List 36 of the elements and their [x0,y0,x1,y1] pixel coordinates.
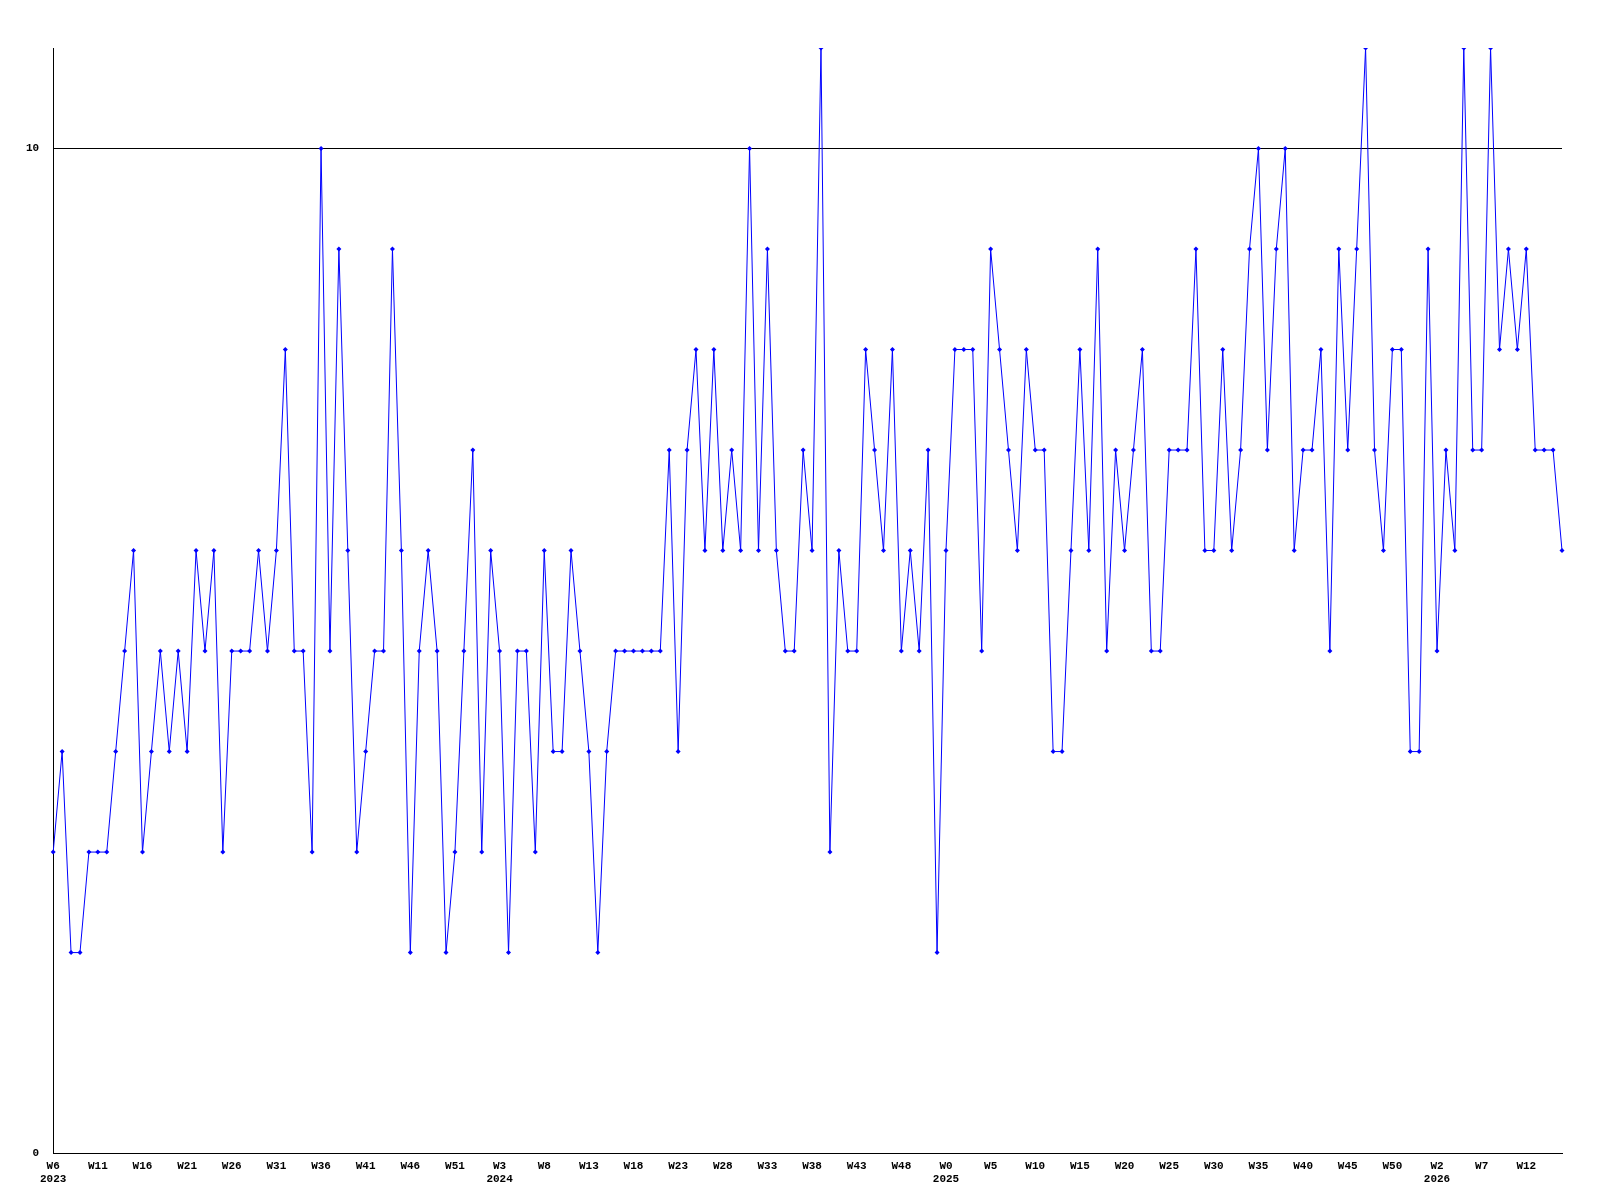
x-tick-label: W35 [1248,1159,1269,1172]
x-tick-label: W18 [623,1159,644,1172]
x-tick-label: W46 [400,1159,421,1172]
x-tick-label: W23 [668,1159,689,1172]
x-tick-label: W41 [355,1159,376,1172]
x-tick-label: W2 2026 [1423,1159,1451,1186]
x-tick-label: W38 [802,1159,823,1172]
y-tick-label: 10 [26,142,40,155]
x-tick-label: W5 [984,1159,998,1172]
x-tick-label: W20 [1114,1159,1135,1172]
x-tick-label: W26 [221,1159,242,1172]
x-tick-label: W21 [177,1159,198,1172]
x-tick-label: W31 [266,1159,287,1172]
x-tick-label: W11 [87,1159,109,1172]
x-tick-label: W7 [1475,1159,1489,1172]
x-tick-label: W50 [1382,1159,1403,1172]
x-tick-label: W45 [1337,1159,1359,1172]
x-tick-label: W6 2023 [40,1159,67,1186]
x-tick-label: W10 [1025,1159,1046,1172]
x-tick-label: W36 [311,1159,331,1172]
x-tick-label: W16 [132,1159,153,1172]
x-tick-label: W33 [757,1159,778,1172]
x-tick-label: W0 2025 [932,1159,960,1186]
x-tick-label: W3 2024 [486,1159,514,1186]
x-tick-label: W8 [537,1159,552,1172]
x-tick-label: W40 [1293,1159,1313,1172]
x-tick-label: W25 [1159,1159,1180,1172]
x-tick-label: W51 [445,1159,466,1172]
y-tick-label: 0 [32,1147,40,1160]
x-tick-label: W30 [1203,1159,1224,1172]
x-tick-label: W12 [1516,1159,1537,1172]
x-tick-label: W48 [891,1159,912,1172]
x-tick-label: W43 [846,1159,867,1172]
x-tick-label: W13 [578,1159,600,1172]
x-tick-label: W15 [1069,1159,1091,1172]
x-tick-label: W28 [712,1159,734,1172]
